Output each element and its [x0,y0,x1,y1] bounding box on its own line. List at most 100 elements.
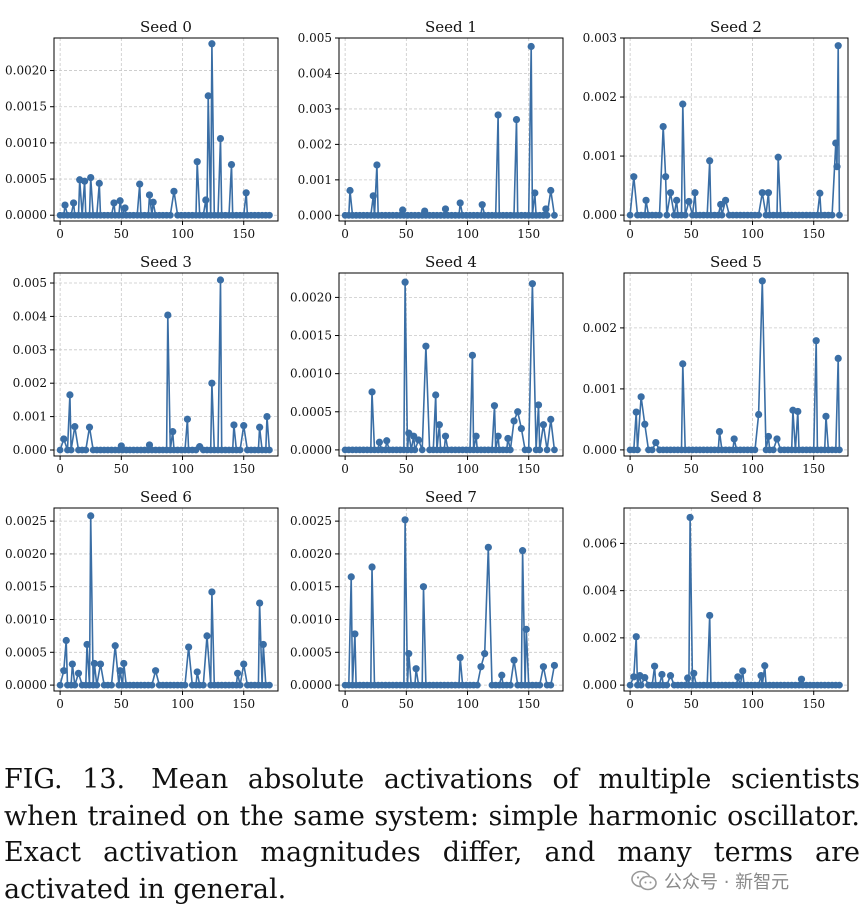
data-point [208,588,216,596]
data-point [85,423,94,431]
plot-frame [53,37,279,222]
y-tick-label: 0.0000 [290,443,332,457]
subplot-6: Seed 6 0 50 100 150 0.0000 0.0005 0.0010 0.0015 0… [5,488,279,711]
subplot-title: Seed 8 [710,488,762,506]
caption-label: FIG. 13. [4,764,126,795]
x-tick-label: 100 [741,697,764,711]
data-point [399,206,407,214]
x-tick-label: 150 [802,462,825,476]
data-point [498,671,506,679]
subplot-title: Seed 7 [425,488,477,506]
data-point [706,157,714,165]
subplot-0: Seed 0 0 50 100 150 0.0000 0.0005 0.0010 0.0015 0… [5,18,279,241]
subplot-4: Seed 4 0 50 100 150 0.0000 0.0005 0.0010 0.0015 0… [290,253,564,476]
data-point [95,179,103,187]
x-tick-label: 50 [114,227,129,241]
data-point [204,92,212,100]
y-tick-label: 0.002 [583,321,617,335]
data-point [512,115,521,124]
data-point [412,665,420,673]
baseline-point [266,681,273,689]
subplot-8: Seed 8 0 50 100 150 0.000 0.002 0.004 0.006 [583,488,849,711]
data-point [193,668,201,676]
data-point [484,543,492,551]
data-point [739,667,747,675]
y-tick-label: 0.0020 [290,290,332,304]
baseline-point [626,211,634,219]
data-point [494,111,502,119]
figure-grid: Seed 00 50 100 1500.00000.00050.00100.00150… [5,18,849,711]
baseline-point [836,211,843,219]
plot-frame [338,507,564,692]
subplot-title: Seed 6 [140,488,192,506]
data-point [666,189,675,197]
data-point [263,412,271,421]
data-point [227,160,236,169]
watermark: 公众号 · 新智元 [630,866,789,896]
data-point [527,42,535,51]
data-point [121,204,129,212]
baseline-point [71,681,79,689]
data-point [755,410,763,419]
data-point [630,173,638,181]
data-point [414,436,423,444]
x-tick-label: 0 [341,462,349,476]
baseline-point [418,446,426,454]
baseline-point [626,681,634,689]
data-point [534,401,543,409]
data-point [183,415,192,423]
data-point [478,201,486,209]
data-point [494,432,502,440]
data-point [690,669,698,677]
data-point [369,192,377,200]
data-point [794,407,802,416]
data-point [816,189,824,197]
series-line [345,519,556,686]
data-point [410,432,418,440]
subplot-1: Seed 1 0 50 100 150 0.000 0.001 0.002 0.003 0.004… [298,18,564,241]
x-tick-label: 100 [456,697,479,711]
x-tick-label: 100 [456,462,479,476]
data-point [730,435,738,443]
baseline-point [718,211,726,219]
data-point [686,513,694,522]
data-point [116,197,124,205]
baseline-point [634,446,641,454]
data-point [721,196,730,204]
y-tick-label: 0.0025 [5,514,47,528]
data-point [517,424,525,433]
data-point [170,187,178,195]
data-point [757,672,765,680]
y-tick-label: 0.0005 [5,172,47,186]
plot-frame [623,37,849,222]
data-point [240,422,248,430]
y-tick-label: 0.002 [13,376,47,390]
data-point [539,421,548,429]
data-point [441,205,450,213]
y-tick-label: 0.001 [583,382,617,396]
x-tick-label: 150 [517,227,540,241]
data-point [539,663,548,671]
subplot-title: Seed 0 [140,18,192,36]
data-point [456,199,464,207]
y-tick-label: 0.004 [13,309,48,323]
data-point [383,437,391,445]
data-point [81,177,89,185]
data-point [60,435,68,443]
x-tick-label: 0 [626,227,634,241]
y-tick-label: 0.000 [583,208,617,222]
baseline-point [93,681,101,689]
data-point [151,667,160,675]
baseline-point [536,681,544,689]
x-tick-label: 150 [517,697,540,711]
x-tick-label: 150 [232,462,255,476]
data-point [715,428,724,436]
baseline-point [525,446,533,454]
y-tick-label: 0.0000 [5,678,47,692]
y-tick-label: 0.000 [13,443,47,457]
data-point [351,630,359,638]
y-tick-label: 0.000 [583,678,617,692]
y-tick-label: 0.0010 [5,613,47,627]
subplot-3: Seed 3 0 50 100 150 0.000 0.001 0.002 0.003 0.004… [13,253,279,476]
x-tick-label: 50 [114,697,129,711]
